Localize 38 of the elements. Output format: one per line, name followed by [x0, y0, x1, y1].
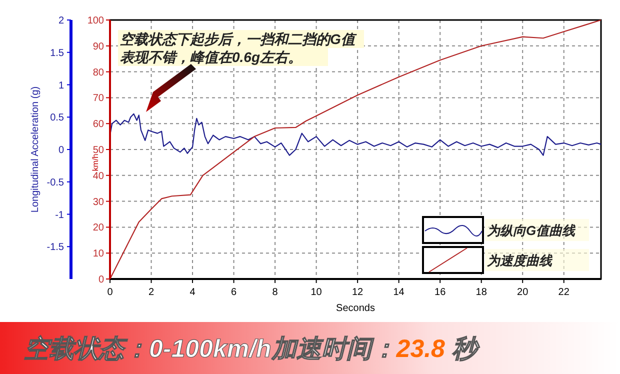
y2-axis-title: km/h: [91, 154, 100, 172]
y2-tick-label: 80: [92, 67, 104, 78]
x-tick-label: 6: [231, 287, 237, 298]
y-tick-label: 1: [58, 80, 64, 92]
y2-tick-label: 40: [92, 170, 104, 182]
x-tick-label: 12: [352, 287, 364, 298]
x-axis-title: Seconds: [336, 303, 375, 314]
text: 空载状态：0-100km/h加速时间：23.8 秒: [24, 335, 480, 363]
x-tick-label: 22: [558, 287, 570, 298]
x-tick-label: 16: [434, 287, 446, 298]
x-tick-label: 2: [148, 287, 154, 298]
x-tick-label: 0: [107, 287, 114, 298]
line-series: [109, 19, 602, 280]
y-tick-label: -0.5: [46, 177, 64, 188]
legend-label: 为纵向G值曲线: [487, 223, 576, 238]
y-tick-label: 0.5: [50, 112, 64, 124]
y-tick-label: 0: [58, 145, 64, 156]
line-series: [109, 113, 602, 156]
y2-tick-label: 30: [92, 196, 104, 208]
y-tick-label: -1.5: [46, 242, 64, 254]
x-tick-label: 4: [190, 287, 196, 298]
x-tick-label: 10: [310, 287, 322, 298]
y2-tick-label: 60: [92, 119, 104, 130]
x-tick-label: 18: [476, 287, 488, 298]
x-tick-label: 8: [272, 287, 278, 298]
y2-tick-label: 0: [98, 274, 104, 286]
y2-tick-label: 20: [92, 222, 104, 234]
legend-label: 为速度曲线: [487, 253, 553, 268]
y-tick-label: 2: [58, 16, 64, 26]
y-axis-title: Longitudinal Acceleration (g): [30, 86, 41, 213]
x-tick-label: 14: [393, 287, 405, 298]
y-tick-label: 1.5: [50, 48, 64, 59]
y2-tick-label: 10: [92, 248, 104, 260]
y2-tick-label: 100: [87, 16, 104, 26]
x-tick-label: 20: [517, 287, 529, 298]
y2-tick-label: 90: [92, 41, 104, 52]
y2-tick-label: 70: [92, 93, 104, 104]
y-tick-label: -1: [55, 210, 64, 221]
